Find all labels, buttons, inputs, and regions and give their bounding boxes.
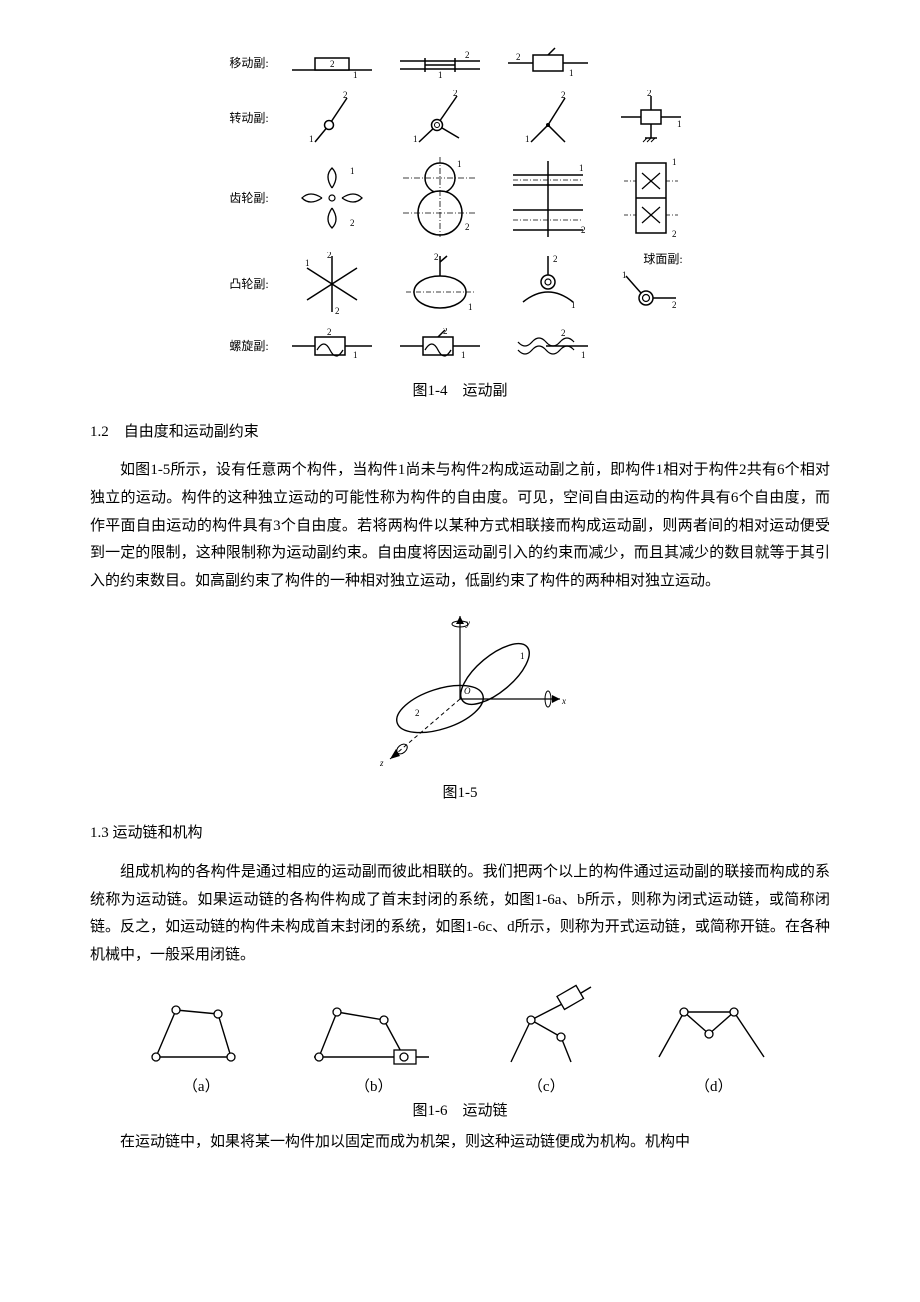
svg-text:2: 2 xyxy=(443,328,448,336)
svg-text:1: 1 xyxy=(677,119,682,129)
revolute-variant-3: 2 1 xyxy=(495,86,601,149)
row-label-gear: 齿轮副: xyxy=(221,151,276,244)
svg-text:1: 1 xyxy=(581,350,586,360)
section-1-2-heading: 1.2 自由度和运动副约束 xyxy=(90,421,830,444)
section-1-3-heading: 1.3 运动链和机构 xyxy=(90,822,830,845)
svg-text:O: O xyxy=(464,686,471,696)
svg-text:1: 1 xyxy=(309,134,314,144)
svg-text:2: 2 xyxy=(335,306,340,316)
figure-1-4-caption: 图1-4 运动副 xyxy=(90,380,830,403)
svg-text:2: 2 xyxy=(672,229,677,239)
svg-text:2: 2 xyxy=(553,254,558,264)
gear-variant-3: 1 2 xyxy=(495,151,601,244)
svg-text:1: 1 xyxy=(353,70,358,78)
revolute-variant-4: 2 1 xyxy=(603,86,699,149)
gear-variant-1: 1 2 xyxy=(279,151,385,244)
chain-d-label: （d） xyxy=(644,1076,784,1099)
gear-variant-2: 1 2 xyxy=(387,151,493,244)
figure-1-5-caption: 图1-5 xyxy=(90,782,830,805)
prismatic-variant-3: 2 1 xyxy=(495,42,601,84)
svg-text:1: 1 xyxy=(569,68,574,78)
svg-text:2: 2 xyxy=(516,52,521,62)
svg-text:1: 1 xyxy=(525,134,530,144)
ball-pair: 球面副: 1 2 xyxy=(603,246,699,322)
svg-text:1: 1 xyxy=(571,300,576,310)
revolute-variant-1: 2 1 xyxy=(279,86,385,149)
section-1-3-para1: 组成机构的各构件是通过相应的运动副而彼此相联的。我们把两个以上的构件通过运动副的… xyxy=(90,859,830,970)
chain-c-label: （c） xyxy=(481,1076,611,1099)
svg-text:2: 2 xyxy=(350,218,355,228)
svg-text:2: 2 xyxy=(672,300,677,310)
svg-text:2: 2 xyxy=(561,328,566,338)
figure-1-6: （a） （b） （c） xyxy=(120,982,800,1099)
svg-text:2: 2 xyxy=(465,222,470,232)
revolute-variant-2: 2 1 xyxy=(387,86,493,149)
svg-text:1: 1 xyxy=(622,270,627,280)
svg-text:2: 2 xyxy=(327,252,332,260)
svg-text:1: 1 xyxy=(672,157,677,167)
figure-1-4: 移动副: 2 1 2 1 xyxy=(219,40,700,370)
gear-variant-4: 1 2 xyxy=(603,151,699,244)
svg-text:1: 1 xyxy=(457,159,462,169)
svg-text:2: 2 xyxy=(647,90,652,98)
trailing-para: 在运动链中，如果将某一构件加以固定而成为机架，则这种运动链便成为机构。机构中 xyxy=(90,1129,830,1157)
svg-text:2: 2 xyxy=(330,59,335,69)
screw-variant-3: 2 1 xyxy=(495,324,601,368)
svg-text:x: x xyxy=(561,696,566,706)
svg-text:1: 1 xyxy=(438,70,443,78)
screw-variant-2: 2 1 xyxy=(387,324,493,368)
chain-a-label: （a） xyxy=(136,1076,266,1099)
chain-b: （b） xyxy=(299,992,449,1099)
svg-text:1: 1 xyxy=(350,166,355,176)
row-label-screw: 螺旋副: xyxy=(221,324,276,368)
svg-text:2: 2 xyxy=(581,225,586,235)
cam-variant-2: 2 1 xyxy=(387,246,493,322)
svg-text:1: 1 xyxy=(579,163,584,173)
row-label-cam: 凸轮副: xyxy=(221,246,276,322)
svg-text:2: 2 xyxy=(465,50,470,60)
cam-variant-1: 2 2 1 xyxy=(279,246,385,322)
chain-d: （d） xyxy=(644,992,784,1099)
chain-a: （a） xyxy=(136,992,266,1099)
svg-text:1: 1 xyxy=(520,651,525,661)
figure-1-5: y x z O 1 2 xyxy=(90,604,830,774)
section-1-2-para: 如图1-5所示，设有任意两个构件，当构件1尚未与构件2构成运动副之前，即构件1相… xyxy=(90,457,830,596)
svg-text:z: z xyxy=(379,758,384,768)
svg-text:1: 1 xyxy=(353,350,358,360)
svg-text:2: 2 xyxy=(415,708,420,718)
svg-text:2: 2 xyxy=(561,90,566,100)
screw-variant-1: 2 1 xyxy=(279,324,385,368)
chain-c: （c） xyxy=(481,982,611,1099)
svg-text:1: 1 xyxy=(413,134,418,144)
svg-text:y: y xyxy=(465,618,470,628)
cam-variant-3: 2 1 xyxy=(495,246,601,322)
chain-b-label: （b） xyxy=(299,1076,449,1099)
svg-text:1: 1 xyxy=(305,258,310,268)
prismatic-variant-2: 2 1 xyxy=(387,42,493,84)
svg-text:2: 2 xyxy=(327,328,332,337)
ball-pair-label: 球面副: xyxy=(611,250,691,268)
prismatic-variant-1: 2 1 xyxy=(279,42,385,84)
svg-text:2: 2 xyxy=(434,252,439,262)
svg-text:1: 1 xyxy=(461,350,466,360)
row-label-revolute: 转动副: xyxy=(221,86,276,149)
row-label-prismatic: 移动副: xyxy=(221,42,276,84)
svg-text:2: 2 xyxy=(453,90,458,98)
figure-1-6-caption: 图1-6 运动链 xyxy=(90,1100,830,1123)
svg-text:1: 1 xyxy=(468,302,473,312)
svg-text:2: 2 xyxy=(343,90,348,100)
